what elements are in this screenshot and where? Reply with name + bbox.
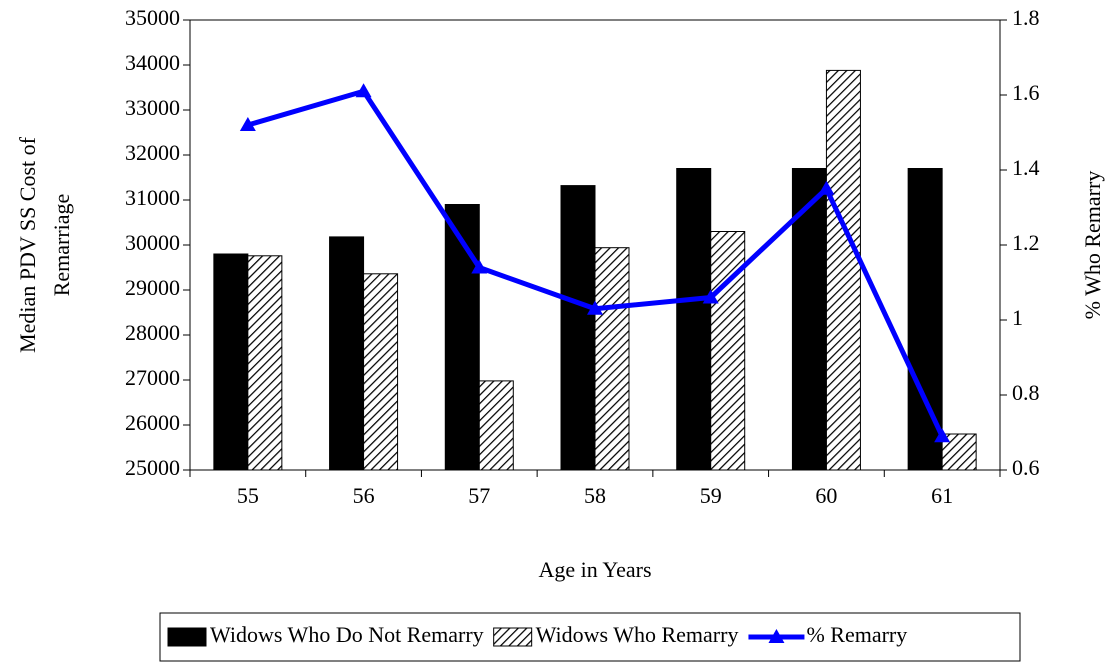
bar <box>478 380 514 471</box>
x-axis-title: Age in Years <box>538 557 651 582</box>
y2-axis-title: % Who Remarry <box>1080 171 1105 320</box>
bar <box>825 69 861 471</box>
legend-frame <box>159 612 1021 662</box>
x-tick-label: 58 <box>584 483 606 508</box>
y-tick-label: 34000 <box>125 50 180 75</box>
y-tick-label: 35000 <box>125 5 180 30</box>
y-tick-label: 27000 <box>125 365 180 390</box>
bar <box>213 253 249 471</box>
y2-tick-label: 1.4 <box>1012 155 1040 180</box>
line-marker <box>934 428 951 443</box>
bar <box>594 247 630 471</box>
y2-tick-label: 1 <box>1012 305 1023 330</box>
x-tick-label: 57 <box>468 483 490 508</box>
y-tick-label: 32000 <box>125 140 180 165</box>
y2-tick-label: 0.8 <box>1012 380 1040 405</box>
bar <box>676 168 712 471</box>
y-tick-label: 31000 <box>125 185 180 210</box>
y2-tick-label: 1.2 <box>1012 230 1040 255</box>
y2-tick-label: 0.6 <box>1012 455 1040 480</box>
bar <box>247 255 283 471</box>
y-tick-label: 25000 <box>125 455 180 480</box>
x-tick-label: 59 <box>700 483 722 508</box>
legend-marker <box>768 629 785 643</box>
y2-tick-label: 1.8 <box>1012 5 1040 30</box>
legend-swatch <box>167 627 207 647</box>
y-tick-label: 33000 <box>125 95 180 120</box>
y-axis-title: Median PDV SS Cost of <box>15 136 40 353</box>
x-tick-label: 56 <box>353 483 375 508</box>
legend-swatch <box>493 627 533 647</box>
x-tick-label: 61 <box>931 483 953 508</box>
x-tick-label: 60 <box>815 483 837 508</box>
y-axis-title: Remarriage <box>49 194 74 297</box>
bar <box>560 185 596 471</box>
line-marker <box>818 180 835 195</box>
legend: Widows Who Do Not Remarry Widows Who Rema… <box>159 612 1021 662</box>
x-tick-label: 55 <box>237 483 259 508</box>
y2-tick-label: 1.6 <box>1012 80 1040 105</box>
line-marker <box>471 259 488 274</box>
line-marker <box>355 83 372 98</box>
y-tick-label: 29000 <box>125 275 180 300</box>
legend-label: Widows Who Do Not Remarry <box>210 622 484 647</box>
line-marker <box>702 289 719 304</box>
bar <box>444 204 480 471</box>
bar <box>329 236 365 471</box>
line-marker <box>239 117 256 131</box>
legend-label: % Remarry <box>806 622 907 647</box>
y-tick-label: 28000 <box>125 320 180 345</box>
line-marker <box>587 300 603 315</box>
y-tick-label: 26000 <box>125 410 180 435</box>
y-tick-label: 30000 <box>125 230 180 255</box>
legend-label: Widows Who Remarry <box>536 622 739 647</box>
bar <box>363 273 399 471</box>
